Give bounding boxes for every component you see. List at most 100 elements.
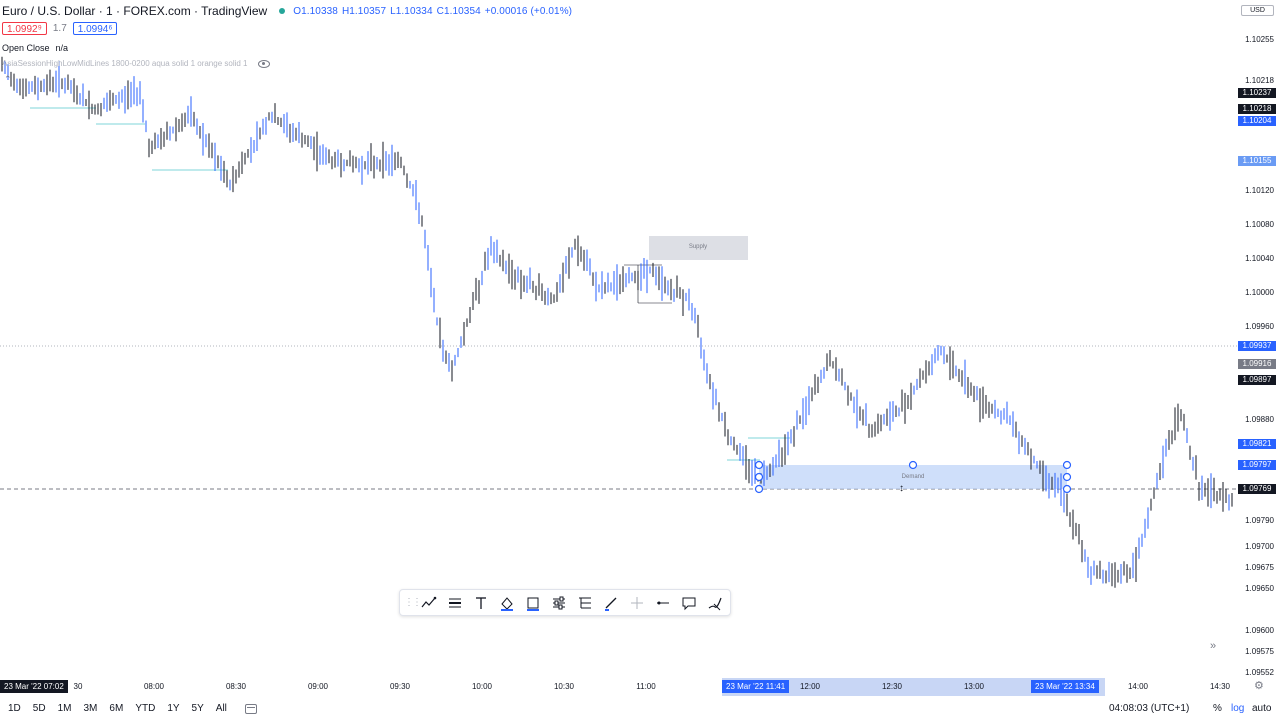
price-chart[interactable] xyxy=(0,0,1237,676)
log-scale-button[interactable]: log xyxy=(1231,703,1245,714)
supply-zone-label: Supply xyxy=(688,244,708,250)
price-tick-label: 1.09675 xyxy=(1245,563,1274,572)
drawing-floating-toolbar[interactable]: ⋮⋮ xyxy=(399,589,731,616)
price-tag: 1.09821 xyxy=(1238,439,1276,449)
indicator-name: AsiaSessionHighLowMidLines 1800-0200 aqu… xyxy=(2,59,248,68)
line-style-icon[interactable] xyxy=(444,592,466,614)
demand-zone-label: Demand xyxy=(901,474,925,480)
buy-button[interactable]: 1.0994⁶ xyxy=(72,22,118,35)
range-button[interactable]: 1M xyxy=(57,703,72,714)
price-tag: 1.09897 xyxy=(1238,375,1276,385)
time-tick: 09:30 xyxy=(389,682,411,691)
fill-color-icon[interactable] xyxy=(496,592,518,614)
price-tag: 1.10155 xyxy=(1238,156,1276,166)
price-tick-label: 1.09700 xyxy=(1245,542,1274,551)
gear-icon[interactable]: ⚙ xyxy=(1254,680,1264,692)
price-tick-label: 1.09960 xyxy=(1245,322,1274,331)
cursor-icon: ↕ xyxy=(899,483,904,494)
symbol-title[interactable]: Euro / U.S. Dollar · 1 · FOREX.com · Tra… xyxy=(2,4,268,18)
time-tick: 08:30 xyxy=(225,682,247,691)
range-button[interactable]: All xyxy=(215,703,227,714)
line-end-icon[interactable] xyxy=(652,592,674,614)
border-color-icon[interactable] xyxy=(522,592,544,614)
brush-icon[interactable] xyxy=(704,592,726,614)
ohlc-high: H1.10357 xyxy=(341,5,387,17)
calendar-icon[interactable] xyxy=(244,703,257,714)
text-icon[interactable] xyxy=(470,592,492,614)
ohlc-change: +0.00016 (+0.01%) xyxy=(484,5,573,17)
time-tick: 09:00 xyxy=(307,682,329,691)
crosshair-icon[interactable] xyxy=(626,592,648,614)
time-tick: 13:00 xyxy=(963,682,985,691)
time-range-highlight xyxy=(722,678,1105,696)
zone-handle[interactable] xyxy=(1062,472,1072,482)
collapse-legend-icon[interactable]: ⌃ xyxy=(4,74,12,84)
zone-handle[interactable] xyxy=(1062,460,1072,470)
clock[interactable]: 04:08:03 (UTC+1) xyxy=(1109,703,1190,714)
currency-selector[interactable]: USD xyxy=(1241,5,1274,16)
zone-handle[interactable] xyxy=(754,484,764,494)
price-tick-label: 1.10120 xyxy=(1245,186,1274,195)
zone-handle[interactable] xyxy=(908,460,918,470)
price-tick-label: 1.09600 xyxy=(1245,626,1274,635)
range-button[interactable]: YTD xyxy=(135,703,156,714)
zone-handle[interactable] xyxy=(754,460,764,470)
pen-icon[interactable] xyxy=(600,592,622,614)
zone-handle[interactable] xyxy=(1062,484,1072,494)
range-button[interactable]: 3M xyxy=(83,703,98,714)
price-axis[interactable]: 1.102551.102181.101851.101551.101201.100… xyxy=(1237,0,1280,680)
range-start-tag: 23 Mar '22 11:41 xyxy=(722,680,790,693)
price-tick-label: 1.10000 xyxy=(1245,288,1274,297)
price-tick-label: 1.09552 xyxy=(1245,668,1274,677)
indicator-asia-session[interactable]: AsiaSessionHighLowMidLines 1800-0200 aqu… xyxy=(2,59,270,68)
hidden-eye-icon[interactable] xyxy=(257,59,270,68)
time-axis[interactable]: 08:00 08:30 09:00 09:30 10:00 10:30 11:00 12:00… xyxy=(0,676,1237,696)
range-button[interactable]: 1D xyxy=(8,703,21,714)
time-tick: 12:00 xyxy=(799,682,821,691)
comment-icon[interactable] xyxy=(678,592,700,614)
object-tree-icon[interactable] xyxy=(574,592,596,614)
percent-scale-button[interactable]: % xyxy=(1213,703,1222,714)
price-tag: 1.10218 xyxy=(1238,104,1276,114)
indicator-name: Open Close xyxy=(2,43,50,53)
range-button[interactable]: 5Y xyxy=(191,703,204,714)
trend-template-icon[interactable] xyxy=(418,592,440,614)
range-button[interactable]: 1Y xyxy=(167,703,180,714)
range-button[interactable]: 6M xyxy=(109,703,124,714)
time-tick: 14:00 xyxy=(1127,682,1149,691)
supply-zone[interactable] xyxy=(649,236,748,260)
bottom-toolbar: 1D 5D 1M 3M 6M YTD 1Y 5Y All 04:08:03 (UTC+1) % … xyxy=(0,697,1280,720)
time-tick: 10:00 xyxy=(471,682,493,691)
drag-handle-icon[interactable]: ⋮⋮ xyxy=(404,597,422,608)
market-open-icon xyxy=(279,8,286,14)
trade-buttons: 1.0992⁹ 1.7 1.0994⁶ xyxy=(2,22,118,35)
price-tag: 1.10204 xyxy=(1238,116,1276,126)
price-tick-label: 1.10080 xyxy=(1245,220,1274,229)
price-tick-label: 1.10255 xyxy=(1245,35,1274,44)
range-end-tag: 23 Mar '22 13:34 xyxy=(1031,680,1099,693)
price-tick-label: 1.09880 xyxy=(1245,415,1274,424)
ohlc-close: C1.10354 xyxy=(436,5,481,17)
time-tick: 12:30 xyxy=(881,682,903,691)
indicator-open-close[interactable]: Open Close n/a xyxy=(2,43,68,53)
scroll-to-realtime-icon[interactable]: » xyxy=(1210,640,1217,652)
indicator-value: n/a xyxy=(55,43,69,53)
price-tick-label: 1.10218 xyxy=(1245,76,1274,85)
settings-sliders-icon[interactable] xyxy=(548,592,570,614)
sell-button[interactable]: 1.0992⁹ xyxy=(2,22,47,35)
zone-handle[interactable] xyxy=(754,472,764,482)
symbol-legend: Euro / U.S. Dollar · 1 · FOREX.com · Tra… xyxy=(2,4,572,18)
price-tag: 1.09937 xyxy=(1238,341,1276,351)
price-tick-label: 1.09575 xyxy=(1245,647,1274,656)
auto-scale-button[interactable]: auto xyxy=(1252,703,1272,714)
price-tag: 1.09916 xyxy=(1238,359,1276,369)
ohlc-open: O1.10338 xyxy=(293,5,338,17)
range-button[interactable]: 5D xyxy=(32,703,46,714)
price-tag: 1.10237 xyxy=(1238,88,1276,98)
time-cursor-tag: 23 Mar '22 07:02 xyxy=(0,680,68,693)
price-tick-label: 1.09790 xyxy=(1245,516,1274,525)
price-tick-label: 1.09650 xyxy=(1245,584,1274,593)
price-tick-label: 1.10040 xyxy=(1245,254,1274,263)
spread-value: 1.7 xyxy=(52,23,67,34)
